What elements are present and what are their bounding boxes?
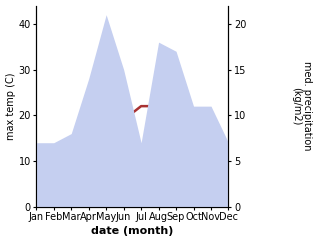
X-axis label: date (month): date (month) <box>91 227 174 236</box>
Y-axis label: med. precipitation
(kg/m2): med. precipitation (kg/m2) <box>291 61 313 151</box>
Y-axis label: max temp (C): max temp (C) <box>5 72 16 140</box>
